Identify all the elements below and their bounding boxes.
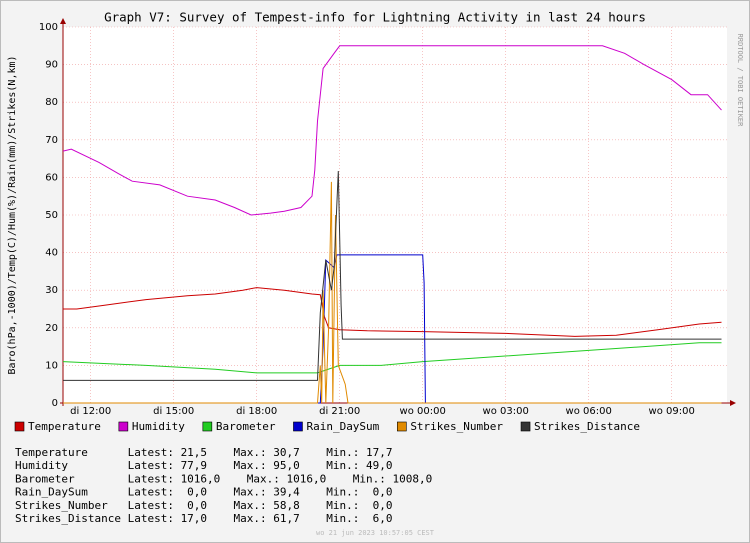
y-tick-label: 40 [45, 248, 58, 259]
x-tick-label: wo 06:00 [566, 406, 612, 417]
x-tick-label: di 12:00 [70, 406, 111, 417]
legend-swatch [202, 421, 213, 432]
legend-label: Humidity [132, 420, 185, 433]
watermark: RRDTOOL / TOBI OETIKER [736, 34, 744, 128]
y-tick-label: 80 [45, 97, 58, 108]
axis-arrow [730, 400, 736, 406]
stats-row: Strikes_Distance Latest: 17,0 Max.: 61,7… [15, 512, 393, 525]
y-tick-label: 0 [52, 398, 58, 409]
x-tick-label: wo 03:00 [483, 406, 529, 417]
stats-row: Rain_DaySum Latest: 0,0 Max.: 39,4 Min.:… [15, 486, 393, 499]
chart-title: Graph V7: Survey of Tempest-info for Lig… [104, 10, 646, 25]
legend-swatch [118, 421, 129, 432]
stats-row: Strikes_Number Latest: 0,0 Max.: 58,8 Mi… [15, 499, 393, 512]
legend-label: Strikes_Distance [534, 420, 640, 433]
y-tick-label: 60 [45, 172, 58, 183]
plot-area [63, 27, 727, 403]
series-line [62, 45, 722, 216]
timestamp: wo 21 jun 2023 10:57:05 CEST [316, 529, 435, 537]
series-line [63, 170, 722, 381]
legend-label: Temperature [28, 420, 101, 433]
y-tick-label: 100 [39, 22, 58, 33]
axis-arrow [60, 18, 66, 24]
series-line [63, 287, 722, 337]
legend-swatch [520, 421, 531, 432]
y-tick-label: 70 [45, 135, 58, 146]
y-axis-label: Baro(hPa,-1000)/Temp(C)/Hum(%)/Rain(mm)/… [7, 55, 18, 374]
y-tick-label: 30 [45, 285, 58, 296]
x-tick-label: di 18:00 [236, 406, 277, 417]
x-tick-label: wo 09:00 [649, 406, 695, 417]
legend-swatch [397, 421, 407, 432]
y-tick-label: 10 [45, 360, 58, 371]
stats-row: Barometer Latest: 1016,0 Max.: 1016,0 Mi… [15, 472, 432, 485]
legend-label: Rain_DaySum [306, 420, 379, 433]
legend-swatch [293, 421, 303, 432]
series-line [63, 181, 722, 404]
y-tick-label: 50 [45, 210, 58, 221]
stats-row: Temperature Latest: 21,5 Max.: 30,7 Min.… [15, 446, 393, 459]
legend-label: Strikes_Number [410, 420, 503, 433]
x-tick-label: di 21:00 [319, 406, 360, 417]
x-tick-label: wo 00:00 [400, 406, 446, 417]
stats-row: Humidity Latest: 77,9 Max.: 95,0 Min.: 4… [15, 459, 393, 472]
legend-swatch [14, 421, 25, 432]
series-line [62, 342, 722, 374]
legend-label: Barometer [216, 420, 276, 433]
y-tick-label: 90 [45, 60, 58, 71]
x-tick-label: di 15:00 [153, 406, 194, 417]
y-tick-label: 20 [45, 323, 58, 334]
